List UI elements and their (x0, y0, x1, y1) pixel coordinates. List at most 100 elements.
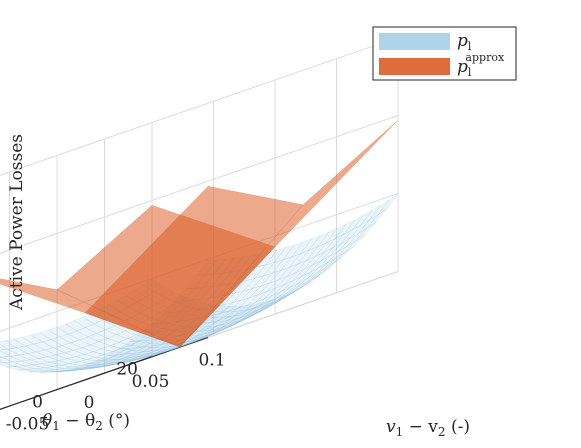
surface-patch (43, 366, 64, 370)
surface-patch (239, 309, 260, 321)
x-axis-label: θ1 − θ2 (°) (42, 411, 130, 433)
surface-patch (189, 330, 210, 337)
surface-patch (32, 363, 53, 369)
surface-patch (126, 334, 149, 342)
legend-swatch-exact (379, 33, 450, 50)
surface-patch (235, 307, 256, 316)
surface-patch (211, 324, 232, 333)
surface-patch (115, 353, 136, 358)
surface-patch (37, 370, 58, 373)
surface-patch (120, 344, 143, 351)
surface-patch (82, 312, 104, 325)
surface-patch (72, 347, 94, 355)
surface-patch (84, 185, 304, 348)
surface-patch (260, 300, 281, 312)
surface-patch (352, 210, 373, 231)
surface-patch (347, 227, 368, 247)
surface-patch (249, 282, 270, 298)
surface-patch (355, 222, 376, 242)
surface-patch (273, 291, 294, 305)
surface-patch (68, 368, 89, 372)
surface-patch (255, 298, 276, 309)
surface-patch (343, 214, 364, 235)
surface-patch (237, 309, 258, 319)
surface-patch (254, 303, 275, 316)
surface-patch (88, 365, 109, 370)
surface-patch (317, 227, 338, 247)
surface-patch (129, 341, 151, 348)
surface-patch (106, 356, 127, 360)
surface-patch (266, 276, 287, 292)
surface-patch (212, 311, 234, 318)
surface-patch (94, 364, 115, 368)
surface-patch (137, 337, 160, 344)
surface-patch (251, 272, 273, 290)
surface-patch (98, 358, 119, 363)
surface-patch (95, 354, 116, 360)
surface-patch (115, 347, 136, 356)
surface-patch (76, 327, 98, 338)
surface-patch (349, 219, 370, 239)
surface-patch (378, 194, 399, 215)
surface-patch (0, 350, 12, 358)
surface-patch (12, 360, 33, 367)
surface-patch (97, 363, 118, 368)
surface-patch (83, 365, 104, 369)
surface-patch (238, 294, 259, 309)
surface-patch (179, 339, 200, 348)
surface-patch (282, 286, 303, 300)
surface-patch (30, 332, 52, 343)
surface-patch (51, 370, 72, 373)
surface-patch (146, 349, 167, 355)
surface-patch (155, 345, 175, 352)
surface-patch (201, 312, 222, 326)
surface-patch (21, 359, 42, 366)
surface-patch (282, 241, 304, 261)
surface-patch (327, 245, 348, 264)
surface-patch (35, 349, 57, 358)
surface-patch (102, 358, 123, 365)
surface-patch (107, 334, 129, 343)
surface-patch (284, 268, 305, 285)
y-tick-label: -0.05 (6, 414, 50, 434)
surface-patch (251, 305, 272, 316)
surface-patch (41, 339, 63, 349)
surface-patch (288, 282, 309, 296)
z-axis-label: Active Power Losses (7, 134, 27, 311)
surface-patch (0, 360, 5, 364)
surface-patch (271, 293, 292, 306)
surface-patch (271, 256, 293, 274)
surface-patch (98, 338, 120, 346)
surface-patch (0, 343, 9, 351)
surface-patch (273, 244, 296, 263)
surface-patch (126, 340, 148, 349)
surface-patch (292, 264, 313, 281)
surface-patch (100, 361, 121, 365)
surface-patch (135, 350, 156, 355)
surface-patch (279, 253, 302, 272)
surface-patch (231, 315, 252, 325)
surface-patch (277, 263, 299, 281)
surface-patch (308, 231, 330, 251)
surface-patch (84, 360, 105, 366)
surface-patch (197, 332, 218, 341)
surface-patch (200, 327, 221, 335)
surface-patch (316, 257, 337, 274)
surface-patch (61, 363, 81, 368)
legend: pl plapprox (372, 26, 517, 81)
surface-patch (234, 314, 255, 325)
surface-patch (82, 363, 103, 369)
surface-patch (6, 347, 29, 356)
surface-patch (104, 325, 126, 336)
surface-patch (184, 333, 206, 343)
surface-patch (340, 224, 362, 244)
surface-patch (225, 318, 246, 329)
surface-patch (215, 315, 236, 323)
surface-patch (129, 355, 150, 360)
surface-patch (107, 348, 128, 356)
surface-patch (250, 300, 271, 314)
surface-patch (57, 369, 78, 372)
surface-patch (209, 323, 230, 331)
surface-patch (52, 345, 75, 354)
surface-patch (222, 316, 243, 328)
